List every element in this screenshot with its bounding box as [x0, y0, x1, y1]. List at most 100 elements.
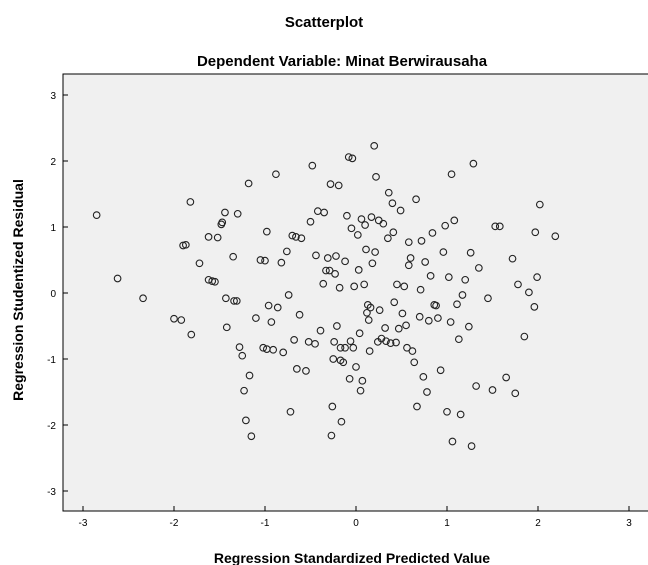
data-point: [326, 180, 335, 188]
plot-area: [62, 73, 648, 512]
data-point: [332, 252, 340, 260]
data-point: [466, 248, 475, 257]
data-point: [229, 252, 237, 261]
data-point: [320, 208, 329, 217]
data-point: [441, 221, 450, 230]
data-point: [417, 237, 426, 245]
data-point: [139, 294, 147, 303]
data-point: [345, 374, 354, 383]
y-tick-label: 2: [50, 157, 56, 168]
data-point: [339, 358, 348, 367]
y-tick-label: 1: [50, 223, 56, 234]
data-point: [423, 388, 431, 396]
data-point: [245, 371, 254, 380]
data-point: [230, 297, 238, 305]
data-point: [240, 386, 248, 395]
data-point: [415, 312, 424, 321]
data-point: [323, 254, 332, 262]
data-point: [491, 222, 500, 231]
data-point: [319, 279, 328, 288]
y-tick-label: -3: [47, 487, 56, 498]
x-tick-label: -2: [170, 518, 179, 529]
data-point: [436, 366, 445, 375]
data-point: [282, 247, 291, 256]
data-point: [261, 256, 269, 265]
data-point: [394, 324, 403, 333]
data-point: [357, 215, 366, 223]
data-point: [508, 254, 517, 263]
data-point: [308, 161, 317, 170]
y-tick-label: -1: [47, 355, 56, 366]
data-point: [372, 172, 380, 181]
data-point: [531, 228, 540, 237]
y-tick-label: 0: [50, 289, 56, 300]
data-point: [370, 141, 379, 150]
data-point: [348, 154, 357, 163]
chart-subtitle: Dependent Variable: Minat Berwirausaha: [197, 53, 488, 70]
data-point: [92, 211, 101, 219]
data-point: [448, 437, 457, 446]
data-point: [284, 291, 293, 299]
data-point: [353, 231, 362, 239]
data-point: [344, 153, 353, 161]
x-tick-label: 1: [444, 518, 450, 529]
data-point: [530, 303, 539, 311]
data-point: [341, 257, 349, 266]
data-point: [335, 283, 344, 292]
data-point: [204, 233, 213, 241]
data-point: [186, 198, 195, 206]
data-point: [406, 254, 415, 262]
data-point: [412, 195, 420, 204]
data-point: [464, 322, 473, 331]
data-point: [443, 407, 451, 416]
data-point: [400, 282, 409, 291]
data-point: [322, 266, 330, 275]
data-point: [297, 234, 306, 243]
data-point: [472, 382, 480, 390]
data-point: [458, 291, 467, 299]
data-point: [384, 234, 392, 243]
data-point: [331, 270, 339, 278]
data-point: [389, 228, 398, 237]
data-point: [396, 206, 405, 215]
x-tick-label: -3: [79, 518, 88, 529]
data-point: [316, 326, 325, 335]
data-point: [533, 273, 541, 282]
data-point: [360, 280, 369, 289]
data-point: [311, 339, 319, 348]
data-point: [272, 170, 280, 179]
data-point: [371, 248, 379, 256]
data-point: [361, 221, 369, 229]
data-point: [354, 266, 363, 274]
data-point: [488, 386, 497, 394]
x-tick-label: 3: [626, 518, 632, 529]
data-point: [325, 266, 334, 275]
data-point: [379, 219, 388, 228]
data-point: [329, 355, 338, 363]
data-point: [302, 367, 310, 375]
data-point: [333, 322, 341, 330]
data-point: [502, 373, 511, 382]
data-point: [177, 316, 186, 324]
data-point: [358, 376, 367, 385]
x-axis-label: Regression Standardized Predicted Value: [214, 550, 490, 565]
data-point: [367, 213, 376, 221]
data-point: [484, 294, 492, 303]
data-point: [381, 324, 389, 332]
data-point: [113, 274, 122, 283]
data-point: [341, 343, 349, 352]
data-point: [247, 432, 256, 441]
data-point: [181, 240, 190, 249]
data-point: [514, 280, 522, 289]
data-point: [222, 323, 231, 332]
data-point: [551, 232, 560, 241]
data-point: [334, 181, 343, 190]
data-point: [221, 208, 229, 217]
x-tick-label: 0: [353, 518, 359, 529]
data-point: [421, 258, 430, 266]
data-point: [269, 345, 278, 354]
data-point: [264, 301, 273, 310]
y-tick-label: 3: [50, 91, 56, 102]
data-point: [292, 233, 300, 241]
data-point: [416, 285, 425, 294]
